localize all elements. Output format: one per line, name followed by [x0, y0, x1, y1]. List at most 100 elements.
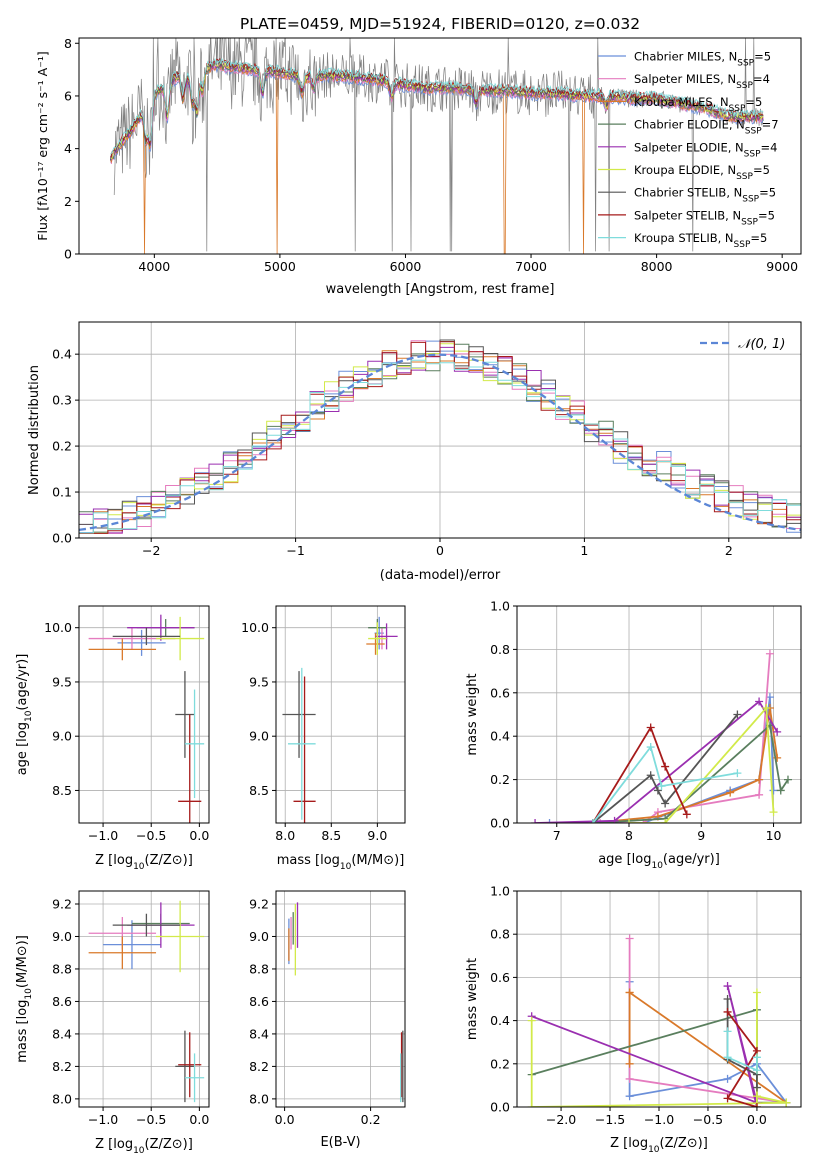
x-axis-label: Z [log10(Z/Z⊙)] — [610, 1136, 708, 1155]
legend-label-salpeter-miles-base: Salpeter MILES, N — [634, 72, 736, 86]
x-tick-label: 0 — [436, 543, 444, 558]
legend-label-kroupa-miles: Kroupa MILES, NSSP=5 — [634, 95, 762, 114]
x-tick-label: 8 — [625, 828, 633, 843]
y-tick-label: 8.4 — [52, 1026, 72, 1041]
weight-marker-salpeter-elodie — [531, 819, 540, 823]
plot-frame — [516, 890, 802, 1108]
y-axis-label: mass weight — [465, 673, 480, 755]
y-axis-label: Flux [fλ10⁻¹⁷ erg cm⁻² s⁻¹ A⁻¹] — [35, 51, 50, 240]
weight-marker-chabrier-stelib — [661, 799, 670, 808]
legend-label-kroupa-miles-tail: =5 — [745, 95, 762, 109]
y-tick-label: 0.2 — [490, 772, 510, 787]
y-tick-label: 10.0 — [241, 620, 269, 635]
figure-title: PLATE=0459, MJD=51924, FIBERID=0120, z=0… — [240, 15, 640, 33]
y-tick-label: 2 — [64, 194, 72, 209]
x-axis-label: wavelength [Angstrom, rest frame] — [326, 282, 555, 297]
x-tick-label: 10 — [766, 828, 782, 843]
x-tick-label: 7000 — [515, 259, 547, 274]
weight-marker-kroupa-stelib — [646, 743, 655, 752]
legend-label-salpeter-stelib: Salpeter STELIB, NSSP=5 — [634, 208, 775, 227]
x-axis-label: Z [log10(Z/Z⊙)] — [95, 1137, 193, 1156]
weight-marker-salpeter-miles — [755, 790, 764, 799]
x-tick-label: −0.5 — [136, 1112, 166, 1127]
x-tick-label: 6000 — [390, 259, 422, 274]
y-axis-label: Normed distribution — [27, 365, 42, 495]
legend-label-salpeter-stelib-sub: SSP — [741, 217, 758, 227]
plot-frame — [275, 605, 406, 824]
legend-label-kroupa-stelib: Kroupa STELIB, NSSP=5 — [634, 231, 767, 250]
weight-marker-chabrier-miles — [625, 1092, 634, 1101]
y-tick-label: 8.8 — [52, 961, 72, 976]
y-axis-label-tail: (age/yr)] — [15, 654, 30, 711]
x-tick-label: 5000 — [264, 259, 296, 274]
y-tick-label: 9.2 — [249, 896, 269, 911]
weight-marker-salpeter-elodie — [773, 727, 782, 736]
weight-marker-kroupa-stelib — [657, 782, 666, 791]
legend-label-chabrier-elodie-tail: =7 — [762, 118, 779, 132]
y-tick-label: 8.5 — [249, 783, 269, 798]
weight-marker-kroupa-elodie — [752, 988, 761, 997]
plot-frame — [78, 605, 210, 824]
y-tick-label: 0.6 — [490, 685, 510, 700]
y-tick-label: 0.4 — [490, 729, 510, 744]
weight-marker-salpeter-elodie — [723, 982, 732, 991]
y-tick-label: 0 — [64, 247, 72, 262]
y-tick-label: 0.0 — [490, 816, 510, 831]
legend-label-chabrier-stelib: Chabrier STELIB, NSSP=5 — [634, 186, 776, 205]
x-axis-label-tail: (age/yr)] — [663, 852, 720, 867]
legend-label-salpeter-elodie: Salpeter ELODIE, NSSP=4 — [634, 140, 777, 159]
legend-label-kroupa-miles-base: Kroupa MILES, N — [634, 95, 729, 109]
weight-line-salpeter-stelib — [592, 725, 688, 823]
legend-label-kroupa-elodie-tail: =5 — [753, 163, 770, 177]
legend-label-salpeter-miles-sub: SSP — [736, 81, 753, 91]
x-tick-label: 9000 — [766, 259, 798, 274]
plot-frame — [78, 321, 802, 539]
weight-marker-chabrier-elodie — [783, 775, 792, 784]
legend-label-chabrier-stelib-base: Chabrier STELIB, N — [634, 186, 742, 200]
histogram-kroupa-stelib — [79, 359, 801, 534]
plot-frame — [78, 37, 802, 255]
weight-marker-salpeter-stelib — [661, 762, 670, 771]
weight-marker-salpeter-miles — [625, 1074, 634, 1083]
legend-label-salpeter-stelib-tail: =5 — [758, 208, 775, 222]
y-tick-label: 0.4 — [490, 1013, 510, 1028]
x-axis-label: Z [log10(Z/Z⊙)] — [95, 853, 193, 872]
legend-label-kroupa-stelib-base: Kroupa STELIB, N — [634, 231, 734, 245]
y-axis-label: mass [log10(M/M⊙)] — [15, 935, 34, 1063]
y-axis-label: mass weight — [465, 958, 480, 1040]
y-tick-label: 0.2 — [490, 1056, 510, 1071]
x-tick-label: −1 — [286, 543, 304, 558]
weight-line-salpeter-elodie — [531, 985, 759, 1107]
y-tick-label: 8.4 — [249, 1026, 269, 1041]
y-tick-label: 9.0 — [249, 929, 269, 944]
legend-label-kroupa-elodie: Kroupa ELODIE, NSSP=5 — [634, 163, 770, 182]
panel-residuals: −2 −1 0 1 2 0.0 0.1 0.2 0.3 0.4 (data-model)/error… — [27, 321, 802, 583]
weight-marker-salpeter-stelib — [752, 1103, 761, 1107]
x-axis-label-sub: 10 — [648, 1145, 660, 1155]
y-tick-label: 0.2 — [52, 439, 72, 454]
y-tick-label: 0.8 — [490, 642, 510, 657]
x-tick-label: 8.0 — [275, 828, 295, 843]
x-tick-label: −1.0 — [88, 1112, 118, 1127]
x-tick-label: 8000 — [641, 259, 673, 274]
weight-line-salpeter-elodie — [535, 700, 778, 823]
y-tick-label: 8.8 — [249, 961, 269, 976]
weight-marker-kroupa-elodie — [527, 1016, 536, 1025]
histogram-salpeter-stelib — [79, 341, 801, 534]
x-axis-label: mass [log10(M/M⊙)] — [277, 853, 405, 872]
y-tick-label: 9.5 — [249, 674, 269, 689]
legend-label-chabrier-elodie-base: Chabrier ELODIE, N — [634, 118, 745, 132]
x-axis-label-base: Z [log — [95, 1137, 133, 1152]
y-tick-label: 9.0 — [249, 729, 269, 744]
x-tick-label: 4000 — [138, 259, 170, 274]
weight-marker-kroupa-miles — [625, 1059, 634, 1068]
panel-age-vs-mass: 8.0 8.5 9.0 8.5 9.0 9.5 10.0 mass [log10(M/M⊙)] — [241, 605, 406, 872]
y-axis-label-sub: 10 — [24, 988, 34, 1000]
model-spectrum-kroupa-elodie — [110, 60, 764, 160]
plot-frame — [78, 890, 210, 1108]
weight-marker-kroupa-elodie — [625, 819, 634, 823]
y-tick-label: 1.0 — [490, 884, 510, 899]
panel-age-vs-Z: −1.0 −0.5 0.08.59.09.510.0Z [log10(Z/Z⊙)]a… — [15, 605, 210, 872]
weight-marker-kroupa-stelib — [733, 769, 742, 778]
x-tick-label: 9 — [697, 828, 705, 843]
